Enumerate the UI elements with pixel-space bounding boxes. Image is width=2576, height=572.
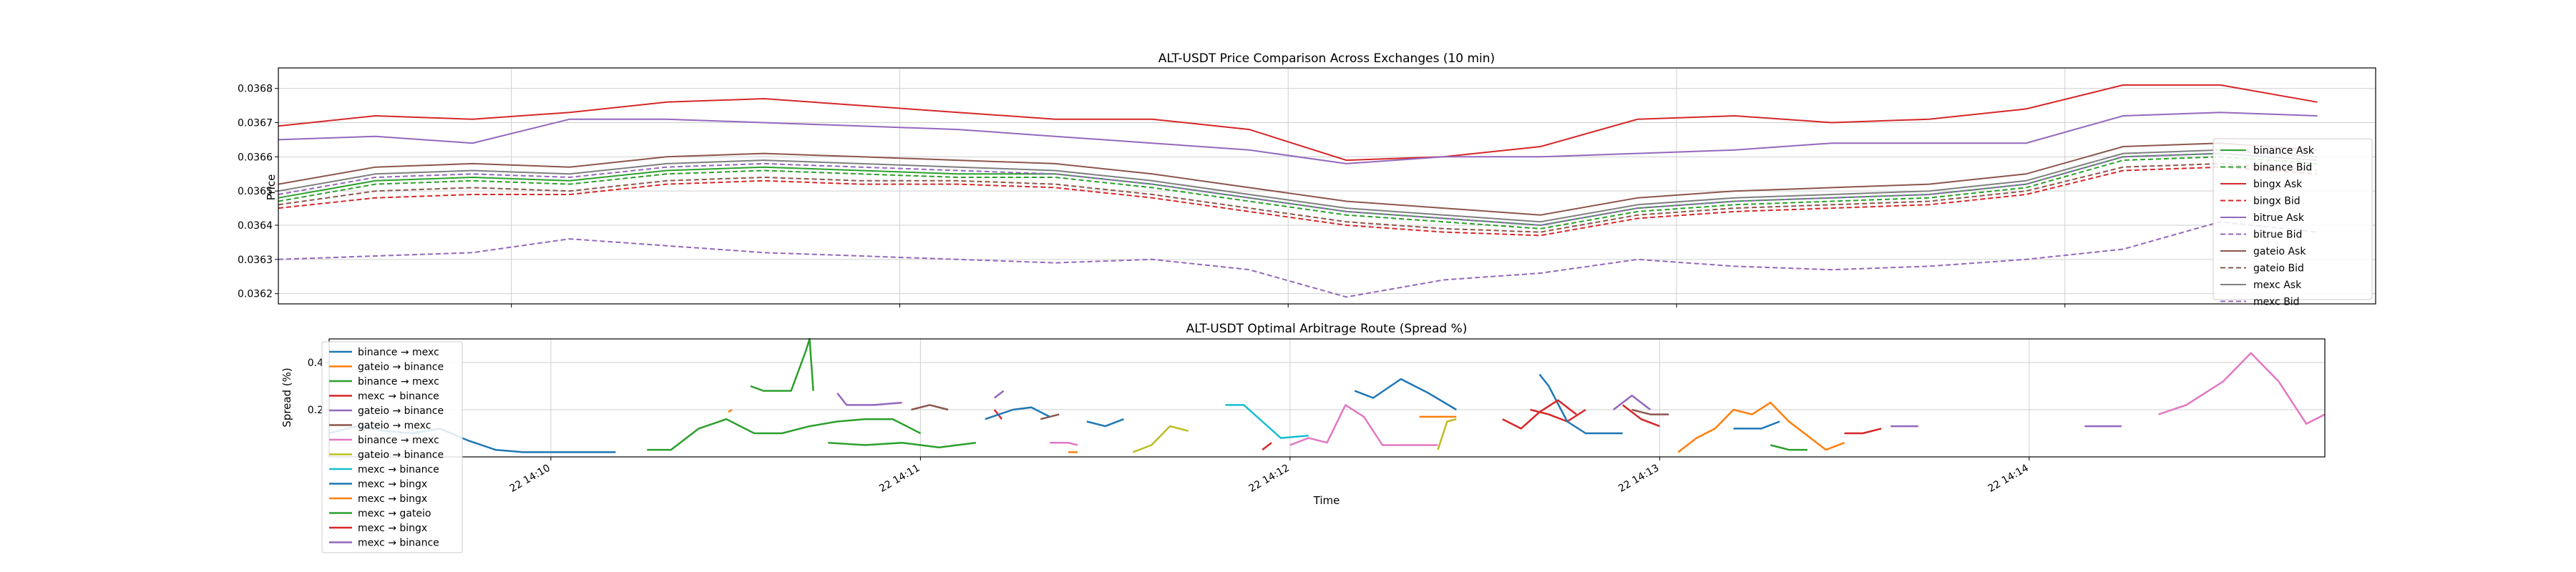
spread-legend-box: [321, 341, 463, 553]
price-y-tick-label: 0.0362: [238, 289, 273, 300]
price-chart-panel: ALT-USDT Price Comparison Across Exchang…: [238, 51, 2376, 308]
route-binance-to-mexc: [1050, 441, 1078, 446]
route-gateio-to-binance: [836, 393, 902, 406]
price-legend-box: [2212, 138, 2373, 300]
series-bingx-ask: [278, 84, 2318, 162]
route-mexc-to-binance: [1225, 404, 1309, 439]
price-chart-title: ALT-USDT Price Comparison Across Exchang…: [1158, 51, 1495, 66]
price-chart-frame: [278, 67, 2376, 305]
route-gateio-to-binance: [1613, 394, 1652, 410]
series-mexc-bid: [278, 152, 2318, 227]
route-mexc-to-bingx: [1733, 420, 1780, 430]
route-mexc-to-bingx: [1538, 373, 1623, 435]
spread-x-tick-label: 22 14:14: [1986, 463, 2031, 495]
route-gateio-to-binance: [993, 390, 1005, 399]
legend-label: gateio → mexc: [358, 420, 431, 432]
route-gateio-to-mexc: [1631, 408, 1669, 415]
series-binance-bid: [278, 156, 2318, 230]
route-mexc-to-binance: [1844, 428, 1882, 435]
legend-label: binance Bid: [2253, 162, 2312, 174]
series-mexc-ask: [278, 149, 2318, 223]
route-binance-to-mexc: [750, 337, 814, 392]
legend-label: binance Ask: [2253, 145, 2315, 157]
legend-label: mexc → gateio: [358, 508, 431, 520]
legend-label: binance → mexc: [358, 347, 439, 358]
legend-label: bitrue Ask: [2253, 212, 2305, 224]
price-y-tick-label: 0.0364: [238, 220, 273, 232]
spread-chart-grid: [329, 339, 2325, 457]
price-y-tick-label: 0.0365: [238, 186, 273, 197]
spread-chart-x-ticks: 22 14:10 22 14:11 22 14:12 22 14:13 22 14:14: [508, 457, 2031, 495]
spread-y-tick-label: 0.2: [308, 405, 323, 416]
legend-label: bingx Bid: [2253, 196, 2301, 207]
price-y-tick-label: 0.0366: [238, 152, 273, 163]
series-bitrue-ask: [278, 112, 2318, 164]
spread-chart-legend: binance → mexc gateio → binance binance → …: [321, 341, 463, 553]
route-binance-to-mexc: [647, 418, 921, 451]
spread-x-tick-label: 22 14:10: [508, 463, 552, 495]
spread-chart-title: ALT-USDT Optimal Arbitrage Route (Spread…: [1186, 322, 1468, 336]
legend-label: mexc → bingx: [358, 523, 427, 534]
series-gateio-bid: [278, 162, 2318, 233]
legend-label: mexc Ask: [2253, 280, 2302, 291]
legend-label: mexc Bid: [2253, 297, 2300, 308]
spread-x-tick-label: 22 14:11: [877, 463, 922, 495]
legend-label: bitrue Bid: [2253, 230, 2302, 241]
price-y-tick-label: 0.0367: [238, 118, 273, 129]
legend-label: mexc → binance: [358, 538, 439, 549]
route-gateio-to-binance: [1437, 418, 1457, 450]
legend-label: binance → mexc: [358, 376, 439, 388]
price-y-tick-label: 0.0363: [238, 255, 273, 266]
legend-label: mexc → binance: [358, 391, 439, 403]
series-gateio-ask: [278, 142, 2318, 216]
route-mexc-to-bingx: [1086, 418, 1124, 428]
spread-chart-series: [328, 337, 2326, 453]
legend-label: bingx Ask: [2253, 179, 2303, 190]
route-mexc-to-gateio: [1770, 444, 1807, 451]
spread-x-tick-label: 22 14:12: [1247, 463, 1292, 495]
route-binance-to-mexc: [2158, 352, 2326, 425]
legend-label: mexc → binance: [358, 464, 439, 475]
route-mexc-to-binance: [1621, 404, 1660, 428]
price-y-tick-label: 0.0368: [238, 84, 273, 95]
route-mexc-to-binance: [1530, 408, 1586, 423]
route-binance-to-mexc: [1289, 404, 1438, 446]
price-chart-grid: [278, 68, 2376, 307]
legend-label: gateio → binance: [358, 405, 444, 417]
legend-label: gateio Ask: [2253, 246, 2306, 257]
route-gateio-to-binance: [1132, 425, 1189, 453]
spread-x-tick-label: 22 14:13: [1616, 463, 1661, 495]
route-mexc-to-bingx: [1502, 399, 1577, 430]
price-chart-legend: binance Ask binance Bid bingx Ask bingx Bid…: [2212, 138, 2373, 308]
price-chart-ylabel: Price: [265, 174, 278, 201]
spread-chart-xlabel: Time: [1313, 494, 1340, 507]
route-gateio-to-mexc: [1040, 413, 1060, 420]
route-mexc-to-binance: [1262, 442, 1272, 451]
price-chart-series: [278, 84, 2318, 298]
route-binance-to-mexc: [828, 441, 976, 449]
legend-label: mexc → bingx: [358, 479, 427, 490]
route-mexc-to-bingx: [1354, 378, 1457, 411]
legend-label: binance → mexc: [358, 435, 439, 446]
route-mexc-to-bingx: [985, 406, 1050, 420]
legend-label: gateio → binance: [358, 450, 444, 461]
legend-label: gateio → binance: [358, 362, 444, 373]
legend-label: mexc → bingx: [358, 493, 427, 505]
series-bitrue-bid: [278, 221, 2318, 298]
legend-label: gateio Bid: [2253, 263, 2304, 275]
spread-y-tick-label: 0.4: [308, 358, 323, 369]
spread-chart-ylabel: Spread (%): [280, 368, 293, 428]
route-gateio-to-mexc: [911, 404, 949, 411]
spread-chart-frame: [328, 338, 2326, 458]
route-mexc-to-bingx: [1677, 401, 1845, 453]
spread-chart-panel: ALT-USDT Optimal Arbitrage Route (Spread…: [280, 322, 2326, 553]
price-chart-y-ticks: 0.0362 0.0363 0.0364 0.0365 0.0366 0.0367 0.03…: [238, 84, 278, 300]
route-gateio-to-binance: [728, 408, 733, 413]
series-bingx-bid: [278, 166, 2318, 237]
